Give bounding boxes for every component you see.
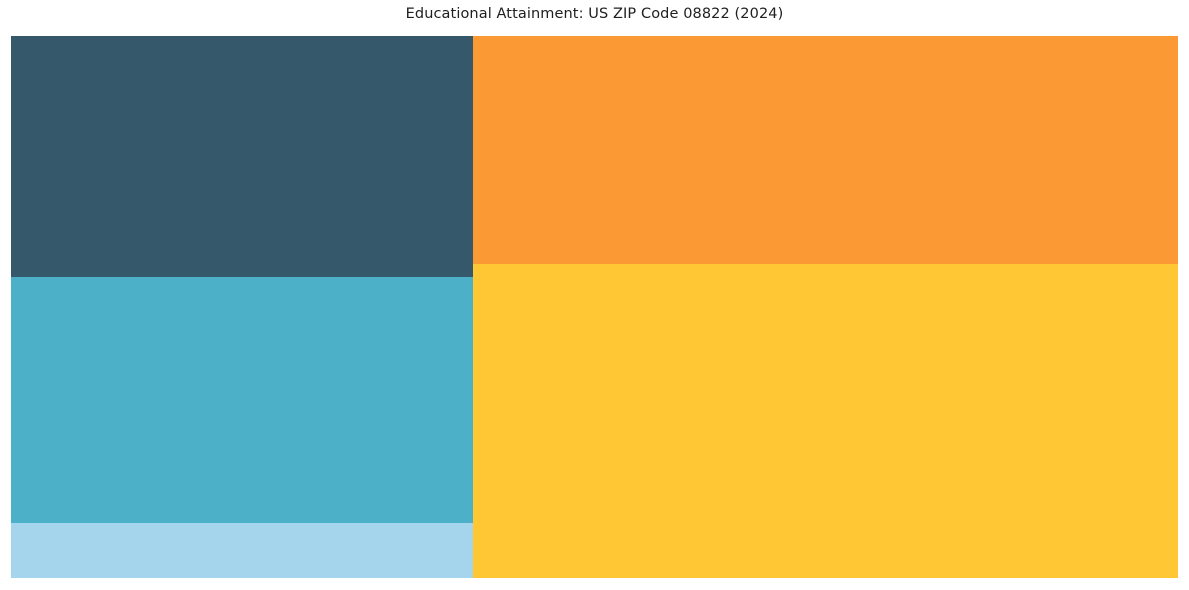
- treemap-column-right: Bachelor's degree High school graduate: [473, 36, 1178, 578]
- treemap-tile-graduate-degree[interactable]: Graduate or professional degree: [11, 36, 473, 277]
- treemap-tile-less-than-high-school[interactable]: Less than high school: [11, 523, 473, 578]
- page-title: Educational Attainment: US ZIP Code 0882…: [405, 6, 784, 22]
- treemap-tile-bachelors-degree[interactable]: Bachelor's degree: [473, 36, 1178, 264]
- treemap-tile-some-college-or-associate[interactable]: Some college or associate degree: [11, 277, 473, 523]
- treemap-plot-area: Graduate or professional degree Some col…: [11, 36, 1178, 578]
- treemap-column-left: Graduate or professional degree Some col…: [11, 36, 473, 578]
- treemap-tile-high-school-graduate[interactable]: High school graduate: [473, 264, 1178, 578]
